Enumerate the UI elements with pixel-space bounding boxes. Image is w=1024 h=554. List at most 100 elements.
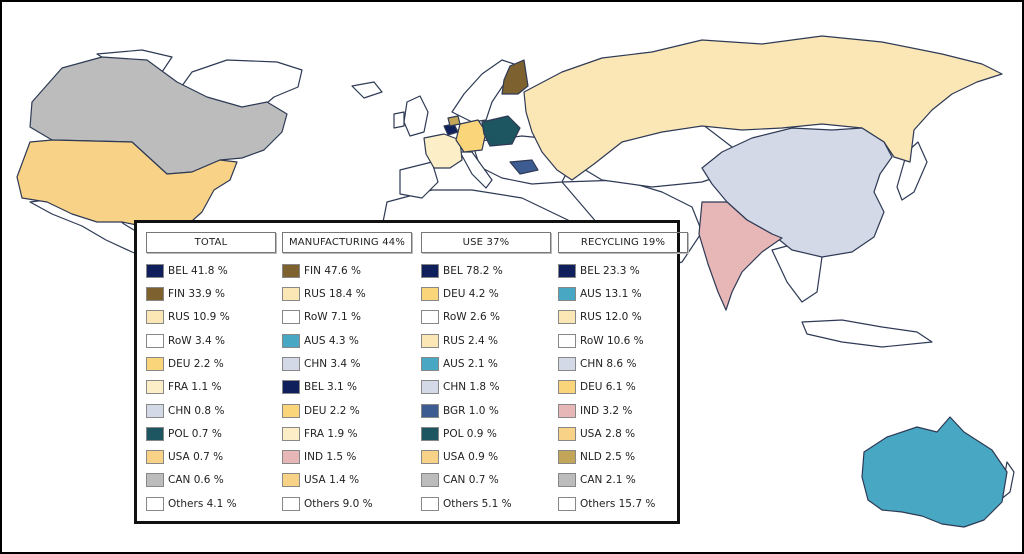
legend-label: IND 3.2 % bbox=[580, 405, 633, 417]
legend-item: USA 1.4 % bbox=[282, 472, 359, 488]
legend-label: Others 9.0 % bbox=[304, 498, 373, 510]
legend-item: BEL 78.2 % bbox=[421, 263, 503, 279]
legend-swatch bbox=[421, 497, 439, 511]
legend-label: CAN 0.7 % bbox=[443, 474, 499, 486]
legend-label: BGR 1.0 % bbox=[443, 405, 499, 417]
region-russia bbox=[523, 35, 1003, 181]
legend-swatch bbox=[558, 380, 576, 394]
legend-swatch bbox=[146, 287, 164, 301]
legend-swatch bbox=[282, 380, 300, 394]
legend-swatch bbox=[558, 404, 576, 418]
legend-item: CHN 0.8 % bbox=[146, 403, 224, 419]
legend-label: FRA 1.9 % bbox=[304, 428, 358, 440]
legend-label: RoW 10.6 % bbox=[580, 335, 644, 347]
legend-swatch bbox=[558, 264, 576, 278]
legend-label: USA 0.9 % bbox=[443, 451, 499, 463]
legend-item: RoW 3.4 % bbox=[146, 333, 225, 349]
legend-item: POL 0.9 % bbox=[421, 426, 497, 442]
legend-swatch bbox=[421, 427, 439, 441]
legend-swatch bbox=[282, 264, 300, 278]
legend-label: POL 0.9 % bbox=[443, 428, 497, 440]
legend-swatch bbox=[282, 473, 300, 487]
legend-item: CAN 2.1 % bbox=[558, 472, 636, 488]
region-finland bbox=[501, 59, 529, 95]
legend-item: DEU 2.2 % bbox=[282, 403, 360, 419]
legend-column-title: TOTAL bbox=[146, 232, 276, 253]
legend-item: USA 2.8 % bbox=[558, 426, 635, 442]
legend-label: AUS 2.1 % bbox=[443, 358, 498, 370]
region-germany bbox=[455, 119, 487, 153]
legend-item: POL 0.7 % bbox=[146, 426, 222, 442]
legend-label: Others 15.7 % bbox=[580, 498, 656, 510]
legend-swatch bbox=[421, 310, 439, 324]
legend-swatch bbox=[146, 334, 164, 348]
legend-label: AUS 13.1 % bbox=[580, 288, 642, 300]
legend-column: MANUFACTURING 44% FIN 47.6 % RUS 18.4 % RoW… bbox=[282, 232, 412, 511]
legend-label: USA 1.4 % bbox=[304, 474, 360, 486]
legend-label: BEL 3.1 % bbox=[304, 381, 358, 393]
legend-swatch bbox=[558, 450, 576, 464]
legend-column: TOTAL BEL 41.8 % FIN 33.9 % RUS 10.9 % RoW 3… bbox=[146, 232, 276, 511]
region-netherlands bbox=[447, 115, 461, 127]
legend-label: USA 0.7 % bbox=[168, 451, 224, 463]
region-france bbox=[423, 133, 463, 169]
legend-label: Others 5.1 % bbox=[443, 498, 512, 510]
region-uk bbox=[403, 95, 429, 137]
legend-column: USE 37% BEL 78.2 % DEU 4.2 % RoW 2.6 % RUS 2… bbox=[421, 232, 551, 511]
legend-item: AUS 2.1 % bbox=[421, 356, 498, 372]
legend-swatch bbox=[421, 287, 439, 301]
legend-item: RUS 10.9 % bbox=[146, 309, 230, 325]
legend-item: FIN 47.6 % bbox=[282, 263, 361, 279]
legend-label: RUS 12.0 % bbox=[580, 311, 642, 323]
legend-label: BEL 23.3 % bbox=[580, 265, 640, 277]
legend-item: AUS 13.1 % bbox=[558, 286, 642, 302]
legend-label: RoW 3.4 % bbox=[168, 335, 225, 347]
legend-column-title: RECYCLING 19% bbox=[558, 232, 688, 253]
region-india bbox=[698, 201, 783, 311]
legend-swatch bbox=[282, 357, 300, 371]
legend-column: RECYCLING 19% BEL 23.3 % AUS 13.1 % RUS 12.… bbox=[558, 232, 688, 511]
legend-swatch bbox=[421, 357, 439, 371]
legend-item: DEU 6.1 % bbox=[558, 379, 636, 395]
legend-swatch bbox=[558, 287, 576, 301]
legend-swatch bbox=[421, 380, 439, 394]
region-italy bbox=[459, 151, 493, 189]
legend-item: RoW 7.1 % bbox=[282, 309, 361, 325]
legend-label: RUS 18.4 % bbox=[304, 288, 366, 300]
legend-label: RUS 2.4 % bbox=[443, 335, 498, 347]
legend-item: BEL 41.8 % bbox=[146, 263, 228, 279]
legend-swatch bbox=[282, 404, 300, 418]
legend-item: Others 4.1 % bbox=[146, 496, 237, 512]
legend-swatch bbox=[146, 450, 164, 464]
legend-label: AUS 4.3 % bbox=[304, 335, 359, 347]
region-indonesia bbox=[801, 319, 933, 348]
legend-label: DEU 4.2 % bbox=[443, 288, 499, 300]
legend-label: CHN 0.8 % bbox=[168, 405, 225, 417]
legend-column-title: MANUFACTURING 44% bbox=[282, 232, 412, 253]
legend-item: USA 0.7 % bbox=[146, 449, 223, 465]
legend-swatch bbox=[282, 450, 300, 464]
legend-item: BGR 1.0 % bbox=[421, 403, 499, 419]
legend-item: AUS 4.3 % bbox=[282, 333, 359, 349]
legend-item: Others 15.7 % bbox=[558, 496, 655, 512]
legend-item: CAN 0.6 % bbox=[146, 472, 224, 488]
legend-item: BEL 3.1 % bbox=[282, 379, 357, 395]
legend-swatch bbox=[146, 473, 164, 487]
legend-label: CHN 8.6 % bbox=[580, 358, 637, 370]
legend-swatch bbox=[146, 497, 164, 511]
legend-swatch bbox=[282, 427, 300, 441]
legend-label: CHN 1.8 % bbox=[443, 381, 500, 393]
legend-item: DEU 4.2 % bbox=[421, 286, 499, 302]
legend-swatch bbox=[558, 497, 576, 511]
legend-item: RUS 12.0 % bbox=[558, 309, 642, 325]
legend-label: DEU 6.1 % bbox=[580, 381, 636, 393]
legend-item: IND 3.2 % bbox=[558, 403, 632, 419]
legend-item: Others 9.0 % bbox=[282, 496, 373, 512]
legend-label: BEL 78.2 % bbox=[443, 265, 503, 277]
legend-swatch bbox=[421, 404, 439, 418]
legend-swatch bbox=[146, 404, 164, 418]
region-iberia bbox=[399, 161, 439, 199]
legend-swatch bbox=[558, 357, 576, 371]
legend-swatch bbox=[146, 264, 164, 278]
legend-item: IND 1.5 % bbox=[282, 449, 356, 465]
